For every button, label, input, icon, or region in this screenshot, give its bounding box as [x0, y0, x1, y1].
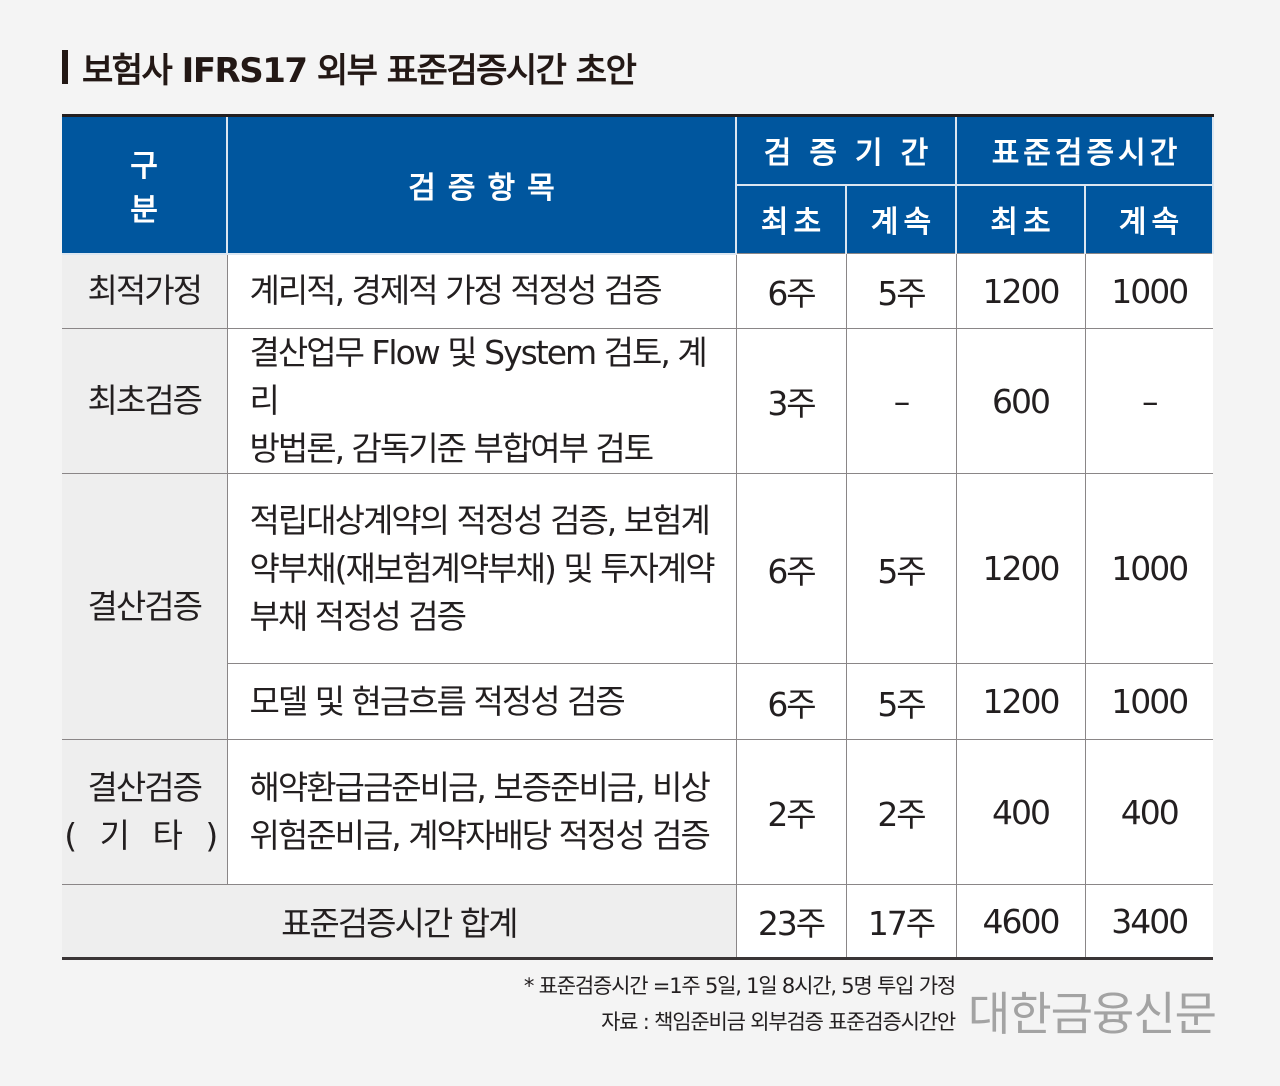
row-item-line: 적립대상계약의 적정성 검증, 보험계: [249, 500, 711, 540]
header-items: 검증항목: [226, 115, 737, 255]
footnotes: * 표준검증시간 =1주 5일, 1일 8시간, 5명 투입 가정 자료 : 책…: [523, 968, 956, 1040]
page-title: 보험사 IFRS17 외부 표준검증시간 초안: [82, 50, 637, 91]
header-time-continuing: 계속: [1083, 184, 1215, 254]
row-category: 최초검증: [62, 328, 228, 474]
total-time-initial: 4600: [955, 884, 1086, 959]
period-continuing: 5주: [845, 253, 957, 329]
time-continuing: 1000: [1084, 663, 1214, 740]
row-item-line: 모델 및 현금흐름 적정성 검증: [249, 681, 626, 721]
row-category-line: 결산검증: [87, 768, 203, 807]
row-item-line: 위험준비금, 계약자배당 적정성 검증: [249, 816, 711, 855]
total-period-continuing: 17주: [845, 884, 957, 959]
row-item-line: 계리적, 경제적 가정 적정성 검증: [249, 271, 663, 311]
table-row: 최적가정 계리적, 경제적 가정 적정성 검증 6주 5주 1200 1000: [62, 253, 1214, 329]
period-initial: 2주: [735, 739, 847, 885]
period-initial: 6주: [735, 473, 847, 664]
header-category: 구분: [62, 115, 228, 255]
table-row: 결산검증 ( 기 타 ) 해약환급금준비금, 보증준비금, 비상 위험준비금, …: [62, 739, 1214, 885]
header-row-1: 구분 검증항목 검증기간 표준검증시간: [62, 115, 1215, 255]
total-period-initial: 23주: [735, 884, 847, 959]
time-continuing: 400: [1084, 739, 1214, 885]
row-category: 최적가정: [62, 253, 228, 329]
time-continuing: 1000: [1084, 473, 1214, 664]
period-continuing: 2주: [845, 739, 957, 885]
row-item-line: 약부채(재보험계약부채) 및 투자계약: [249, 548, 716, 588]
period-continuing: 5주: [845, 663, 957, 740]
time-continuing: –: [1084, 328, 1214, 474]
table-row: 모델 및 현금흐름 적정성 검증 6주 5주 1200 1000: [62, 663, 1214, 740]
header-period-continuing: 계속: [845, 184, 957, 254]
period-initial: 3주: [735, 328, 847, 474]
row-item-line: 방법론, 감독기준 부합여부 검토: [249, 429, 655, 468]
row-category: 결산검증: [62, 473, 228, 740]
total-row: 표준검증시간 합계 23주 17주 4600 3400: [62, 884, 1214, 959]
verification-time-table: 구분 검증항목 검증기간 표준검증시간 최초 계속 최초 계속 최적가정 계리적…: [62, 114, 1215, 960]
period-initial: 6주: [735, 663, 847, 740]
row-item-line: 해약환급금준비금, 보증준비금, 비상: [249, 768, 711, 807]
source-note: 자료 : 책임준비금 외부검증 표준검증시간안: [601, 1010, 956, 1034]
time-continuing: 1000: [1084, 253, 1214, 329]
header-row-2: 최초 계속 최초 계속: [62, 184, 1215, 254]
header-time-initial: 최초: [955, 184, 1086, 254]
row-category: 결산검증 ( 기 타 ): [62, 739, 228, 885]
time-initial: 1200: [955, 663, 1086, 740]
row-item-line: 결산업무 Flow 및 System 검토, 계리: [249, 333, 708, 420]
row-item: 적립대상계약의 적정성 검증, 보험계 약부채(재보험계약부채) 및 투자계약 …: [226, 473, 737, 664]
assumption-note: * 표준검증시간 =1주 5일, 1일 8시간, 5명 투입 가정: [523, 974, 956, 998]
period-initial: 6주: [735, 253, 847, 329]
row-item: 결산업무 Flow 및 System 검토, 계리 방법론, 감독기준 부합여부…: [226, 328, 737, 474]
header-standard-time: 표준검증시간: [954, 115, 1215, 186]
table-row: 결산검증 적립대상계약의 적정성 검증, 보험계 약부채(재보험계약부채) 및 …: [62, 473, 1214, 740]
row-item: 모델 및 현금흐름 적정성 검증: [227, 663, 737, 740]
total-label: 표준검증시간 합계: [62, 884, 737, 959]
time-initial: 1200: [955, 473, 1086, 664]
time-initial: 600: [955, 328, 1086, 474]
row-category-line: ( 기 타 ): [64, 816, 225, 855]
table-row: 최초검증 결산업무 Flow 및 System 검토, 계리 방법론, 감독기준…: [62, 328, 1214, 474]
row-item-line: 부채 적정성 검증: [249, 596, 468, 636]
period-continuing: –: [845, 328, 957, 474]
time-initial: 400: [955, 739, 1086, 885]
title-block: 보험사 IFRS17 외부 표준검증시간 초안: [62, 44, 637, 91]
period-continuing: 5주: [845, 473, 957, 664]
brand-logo: 대한금융신문: [968, 987, 1217, 1041]
header-period-initial: 최초: [736, 184, 847, 254]
total-time-continuing: 3400: [1084, 884, 1214, 959]
title-accent-bar: [62, 50, 68, 84]
row-item: 계리적, 경제적 가정 적정성 검증: [226, 253, 737, 329]
row-item: 해약환급금준비금, 보증준비금, 비상 위험준비금, 계약자배당 적정성 검증: [226, 739, 737, 885]
header-period: 검증기간: [735, 115, 957, 186]
time-initial: 1200: [955, 253, 1086, 329]
